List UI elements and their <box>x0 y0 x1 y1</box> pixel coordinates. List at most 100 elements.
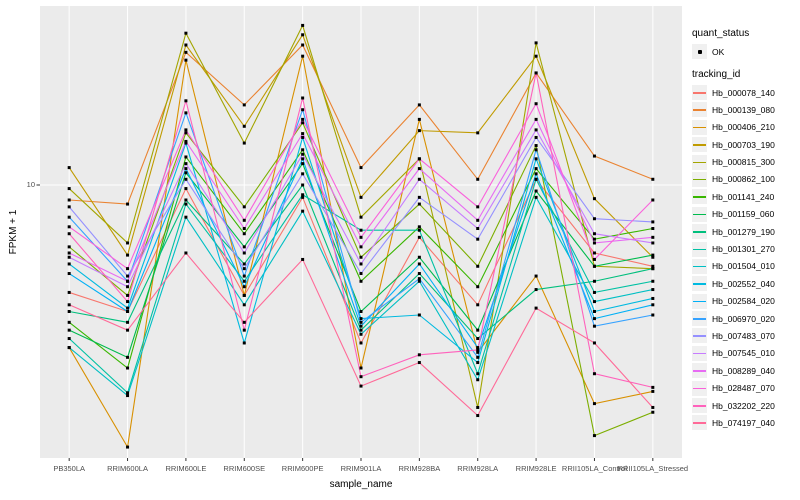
legend-item-Hb_002552_040[interactable]: Hb_002552_040 <box>692 276 798 292</box>
data-point <box>476 205 480 209</box>
data-point <box>417 228 421 232</box>
data-point <box>592 241 596 245</box>
legend-item-label: Hb_007545_010 <box>712 348 775 359</box>
legend-item-Hb_007483_070[interactable]: Hb_007483_070 <box>692 328 798 344</box>
data-point <box>301 96 305 100</box>
data-point <box>534 117 538 121</box>
data-point <box>592 264 596 268</box>
data-point <box>476 264 480 268</box>
data-point <box>242 285 246 289</box>
data-point <box>592 251 596 255</box>
legend-item-Hb_001159_060[interactable]: Hb_001159_060 <box>692 206 798 222</box>
data-point <box>417 262 421 266</box>
data-point <box>417 235 421 239</box>
legend-item-Hb_000703_190[interactable]: Hb_000703_190 <box>692 137 798 153</box>
data-point <box>592 257 596 261</box>
legend-item-Hb_007545_010[interactable]: Hb_007545_010 <box>692 345 798 361</box>
data-point <box>301 23 305 27</box>
data-point <box>184 171 188 175</box>
legend-item-Hb_001504_010[interactable]: Hb_001504_010 <box>692 258 798 274</box>
data-point <box>242 141 246 145</box>
data-point <box>242 328 246 332</box>
data-point <box>359 255 363 259</box>
data-point <box>67 225 71 229</box>
legend-item-label: Hb_001159_060 <box>712 209 775 220</box>
data-point <box>592 154 596 158</box>
data-point <box>476 337 480 341</box>
data-point <box>417 255 421 259</box>
data-point <box>184 43 188 47</box>
data-point <box>476 328 480 332</box>
legend-item-ok[interactable]: OK <box>692 44 798 59</box>
data-point <box>651 296 655 300</box>
y-axis-tick-label: 10 <box>26 180 35 189</box>
line-key-icon <box>692 154 707 170</box>
data-point <box>476 405 480 409</box>
legend-item-label: Hb_006970_020 <box>712 313 775 324</box>
legend-item-Hb_006970_020[interactable]: Hb_006970_020 <box>692 311 798 327</box>
data-point <box>242 293 246 297</box>
data-point <box>592 279 596 283</box>
legend-quant-status-title: quant_status <box>692 28 750 39</box>
legend-item-Hb_074197_040[interactable]: Hb_074197_040 <box>692 415 798 431</box>
data-point <box>242 279 246 283</box>
data-point <box>126 285 130 289</box>
data-point <box>359 341 363 345</box>
data-point <box>359 279 363 283</box>
legend-item-label: Hb_001301_270 <box>712 244 775 255</box>
data-point <box>359 317 363 321</box>
legend-item-Hb_000078_140[interactable]: Hb_000078_140 <box>692 85 798 100</box>
data-point <box>184 31 188 35</box>
legend-item-label: Hb_008289_040 <box>712 365 775 376</box>
data-point <box>184 162 188 166</box>
legend-item-Hb_028487_070[interactable]: Hb_028487_070 <box>692 380 798 396</box>
data-point <box>67 272 71 276</box>
legend-item-Hb_001141_240[interactable]: Hb_001141_240 <box>692 189 798 205</box>
data-point <box>126 267 130 271</box>
legend-item-Hb_000139_080[interactable]: Hb_000139_080 <box>692 102 798 118</box>
data-point <box>67 251 71 255</box>
data-point <box>417 225 421 229</box>
data-point <box>301 162 305 166</box>
data-point <box>359 366 363 370</box>
data-point <box>184 99 188 103</box>
data-point <box>592 402 596 406</box>
legend-item-Hb_000815_300[interactable]: Hb_000815_300 <box>692 154 798 170</box>
data-point <box>476 346 480 350</box>
legend-item-Hb_000406_210[interactable]: Hb_000406_210 <box>692 119 798 135</box>
x-axis-tick-labels: PB350LA RRIM600LA RRIM600LE RRIM600SE RRIM60… <box>0 464 690 476</box>
data-point <box>476 303 480 307</box>
data-point <box>534 306 538 310</box>
legend-item-label: Hb_000139_080 <box>712 104 775 115</box>
data-point <box>417 117 421 121</box>
legend-item-label: OK <box>712 46 725 57</box>
legend-item-Hb_002584_020[interactable]: Hb_002584_020 <box>692 293 798 309</box>
legend-item-Hb_000862_100[interactable]: Hb_000862_100 <box>692 171 798 187</box>
data-point <box>67 310 71 314</box>
data-point <box>651 255 655 259</box>
data-point <box>651 410 655 414</box>
data-point <box>417 157 421 161</box>
legend-item-Hb_008289_040[interactable]: Hb_008289_040 <box>692 363 798 379</box>
data-point <box>534 128 538 132</box>
data-point <box>184 50 188 54</box>
data-point <box>126 320 130 324</box>
legend-item-label: Hb_000815_300 <box>712 157 775 168</box>
data-point <box>184 58 188 62</box>
data-point <box>651 405 655 409</box>
legend-quant-status: quant_status OK <box>692 28 798 59</box>
data-point <box>242 341 246 345</box>
legend-item-Hb_001301_270[interactable]: Hb_001301_270 <box>692 241 798 257</box>
data-point <box>534 195 538 199</box>
data-point <box>184 187 188 191</box>
data-point <box>301 43 305 47</box>
legend-item-Hb_001279_190[interactable]: Hb_001279_190 <box>692 224 798 240</box>
data-point <box>534 288 538 292</box>
x-tick-label: RRIM600LA <box>107 464 148 473</box>
data-point <box>651 264 655 268</box>
data-point <box>651 177 655 181</box>
data-point <box>184 167 188 171</box>
legend-item-label: Hb_074197_040 <box>712 417 775 428</box>
data-point <box>126 253 130 257</box>
legend-item-Hb_032202_220[interactable]: Hb_032202_220 <box>692 398 798 414</box>
